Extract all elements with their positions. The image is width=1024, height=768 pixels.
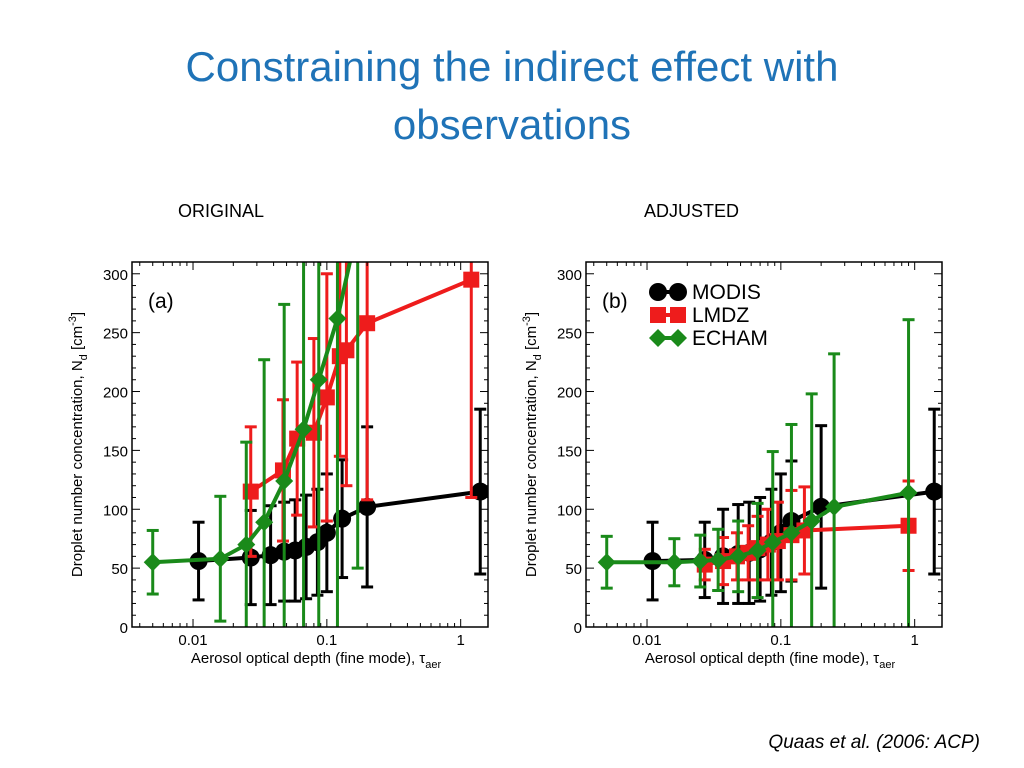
chart-a-data [143,262,488,627]
chart-a-series-2-point [211,549,230,568]
title-line-1: Constraining the indirect effect with [185,43,839,90]
chart-b-legend-marker [669,329,687,347]
chart-a-xtick-label: 1 [457,632,465,649]
chart-a-series-2-point [255,513,274,532]
chart-b-series-echam-point [665,553,684,572]
chart-a-series-2-point [294,420,313,439]
chart-a-ytick-label: 100 [103,502,128,519]
chart-b-legend-label: MODIS [692,281,761,304]
chart-a-series-2-errorbar [351,262,364,570]
chart-b-frame [585,261,943,628]
chart-b-panel-label: (b) [602,290,628,313]
chart-a-ytick-label: 300 [103,267,128,284]
chart-b-series-echam-point [748,541,767,560]
chart-a-series-2-errorbar [302,262,306,627]
chart-a-frame [131,261,489,628]
chart-b-legend-label: LMDZ [692,304,749,327]
chart-a-ytick-label: 0 [120,620,128,637]
chart-b-series-echam-point [729,547,748,566]
chart-b-ytick-label: 50 [565,561,582,578]
chart-b-series-echam-point [899,483,918,502]
title-line-2: observations [392,101,632,148]
chart-b-data [597,318,942,627]
chart-a-series-2-point [143,553,162,572]
chart-b-ytick-label: 0 [574,620,582,637]
chart-a-series-2-point [275,472,294,490]
chart-b-series-echam-point [691,552,710,571]
chart-b-ytick-label: 150 [557,443,582,460]
chart-a-series-0-point [333,509,352,528]
chart-b-series-modis-point [925,482,942,501]
chart-b-ytick-label: 200 [557,385,582,402]
chart-a-xtick-label: 0.1 [316,632,337,649]
citation: Quaas et al. (2006: ACP) [768,732,980,753]
chart-b-series-echam-point [825,497,844,516]
chart-a-xtick-label: 0.01 [178,632,207,649]
heading-original: ORIGINAL [178,201,265,221]
chart-a-series-2-point [309,370,328,389]
chart-a-series-1-point [359,315,376,332]
chart-b-ytick-label: 300 [557,267,582,284]
chart-adjusted: 0 50 100 150 200 250 300 0.01 0.1 1 Aerosol optica… [521,261,943,671]
chart-b-xlabel: Aerosol optical depth (fine mode), τaer [645,650,896,671]
chart-a-series-0-point [317,523,336,542]
chart-b-legend-marker [649,329,667,347]
chart-b-ylabel: Droplet number concentration, Nd [cm-3] [521,312,544,577]
chart-a-series-1-errorbar [361,262,374,502]
chart-a-series-2-point [237,535,256,554]
chart-b-ytick-label: 100 [557,502,582,519]
heading-adjusted: ADJUSTED [644,201,740,221]
chart-b-legend-marker [649,283,667,301]
chart-b-series-echam-point [763,533,782,552]
chart-b-series-echam-point [802,512,821,531]
chart-b-series-echam-point [782,523,801,542]
chart-a-series-0-point [358,497,377,516]
chart-a-series-1-point [318,389,335,406]
chart-a-ylabel: Droplet number concentration, Nd [cm-3] [67,312,90,577]
chart-a-ytick-label: 50 [111,561,128,578]
chart-b-legend-marker [670,307,686,323]
chart-a-ytick-label: 200 [103,385,128,402]
chart-b-ytick-label: 250 [557,326,582,343]
chart-a-series-0-point [261,546,280,565]
chart-a-series-2-point [328,309,347,328]
chart-b-legend-marker [650,307,666,323]
chart-a-ytick-label: 150 [103,443,128,460]
chart-b-legend-marker [669,283,687,301]
chart-b-series-echam-point [597,553,616,572]
chart-b-legend-label: ECHAM [692,327,768,350]
chart-b-xtick-label: 0.1 [770,632,791,649]
chart-b-xtick-label: 1 [911,632,919,649]
chart-a-series-1-point [463,271,480,288]
chart-a-panel-label: (a) [148,290,174,313]
chart-b-series-echam-point [709,550,728,569]
chart-original: 0 50 100 150 200 250 300 0.01 0.1 1 Aerosol optica… [67,261,489,671]
chart-a-ytick-label: 250 [103,326,128,343]
chart-a-xlabel: Aerosol optical depth (fine mode), τaer [191,650,442,671]
slide-title: Constraining the indirect effect with obs… [0,38,1024,154]
chart-a-series-1-point [338,342,355,359]
chart-b-xtick-label: 0.01 [632,632,661,649]
